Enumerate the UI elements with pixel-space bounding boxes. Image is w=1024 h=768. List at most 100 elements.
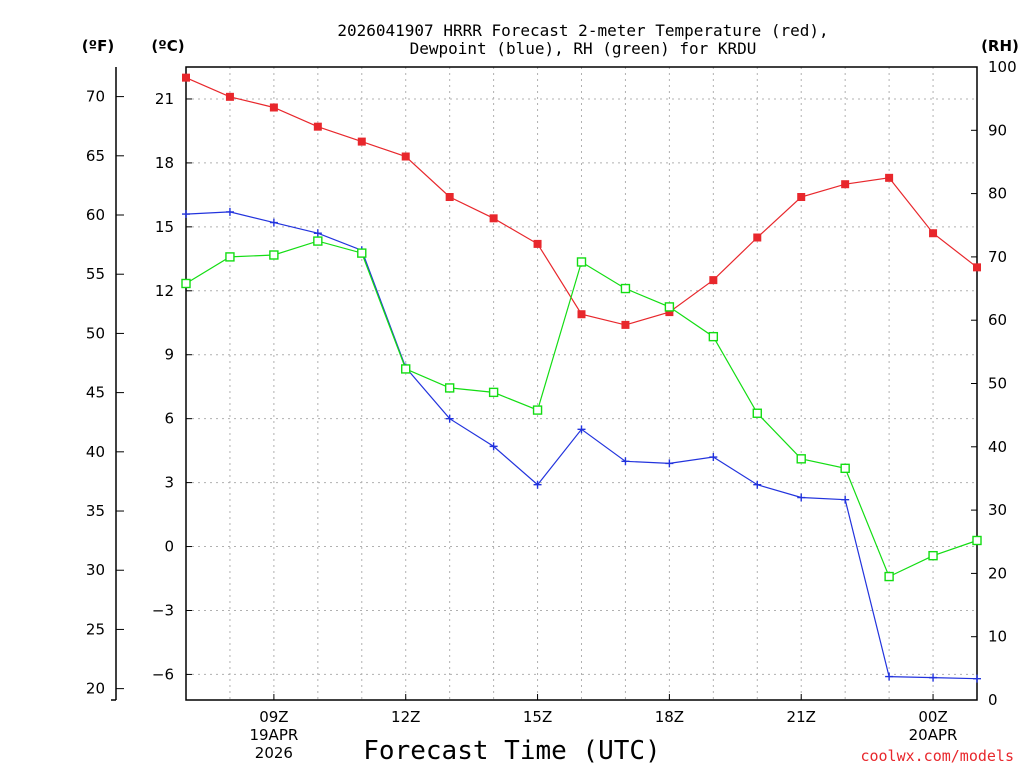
rh-point <box>884 571 894 582</box>
temperature-point <box>665 308 674 317</box>
temperature-series-line <box>185 77 978 326</box>
temperature-point <box>973 263 981 272</box>
dewpoint-point <box>269 218 278 227</box>
rh-point <box>225 252 235 262</box>
dewpoint-point <box>182 210 190 219</box>
rh-point <box>928 550 938 561</box>
temperature-point <box>709 276 718 285</box>
axes: 7065605550454035302520211815129630−3−610… <box>86 58 1017 762</box>
fahrenheit-tick-label: 40 <box>86 443 105 461</box>
temperature-point <box>489 214 498 223</box>
credit-text: coolwx.com/models <box>860 747 1014 765</box>
rh-tick-label: 90 <box>988 121 1007 139</box>
x-tick-label: 09Z <box>259 708 288 726</box>
rh-point <box>708 331 719 342</box>
temperature-point <box>797 193 806 202</box>
dewpoint-point <box>753 480 762 489</box>
temperature-point <box>357 137 366 146</box>
celsius-tick-label: 18 <box>155 154 174 172</box>
rh-tick-label: 10 <box>988 628 1007 646</box>
x-tick-label: 15Z <box>523 708 552 726</box>
x-tick-label: 18Z <box>655 708 684 726</box>
dewpoint-point <box>973 674 981 683</box>
fahrenheit-tick-label: 70 <box>86 88 105 106</box>
rh-tick-label: 100 <box>988 58 1017 76</box>
rh-tick-label: 50 <box>988 375 1007 393</box>
temperature-point <box>753 233 762 242</box>
x-tick-label: 12Z <box>391 708 420 726</box>
dewpoint-point <box>885 672 894 681</box>
dewpoint-point <box>929 673 938 682</box>
dewpoint-point <box>577 425 586 434</box>
rh-point <box>269 250 279 260</box>
celsius-tick-label: 0 <box>164 538 174 556</box>
temperature-point <box>533 239 542 248</box>
rh-point <box>972 535 982 546</box>
rh-point <box>576 257 587 267</box>
temperature-point <box>269 103 278 112</box>
temperature-point <box>885 173 894 182</box>
dewpoint-point <box>841 495 850 504</box>
plot-frame <box>185 66 978 701</box>
dewpoint-point <box>709 453 718 462</box>
rh-point <box>620 283 631 294</box>
temperature-point <box>445 193 454 202</box>
chart-title-line-1: 2026041907 HRRR Forecast 2-meter Tempera… <box>337 21 828 40</box>
x-tick-label: 2026 <box>255 744 293 762</box>
dewpoint-point <box>797 493 806 502</box>
rh-point <box>752 408 762 418</box>
celsius-tick-label: 12 <box>155 282 174 300</box>
celsius-tick-label: −3 <box>152 601 174 619</box>
celsius-tick-label: 9 <box>164 346 174 364</box>
x-tick-label: 20APR <box>909 726 958 744</box>
x-axis-label: Forecast Time (UTC) <box>363 736 660 766</box>
dewpoint-point <box>665 459 674 468</box>
x-tick-label: 00Z <box>918 708 947 726</box>
x-tick-label: 21Z <box>787 708 816 726</box>
fahrenheit-tick-label: 25 <box>86 620 105 638</box>
rh-point <box>532 405 543 415</box>
fahrenheit-tick-label: 20 <box>86 680 105 698</box>
celsius-tick-label: 3 <box>164 474 174 492</box>
rh-point <box>664 302 675 312</box>
chart-title-line-2: Dewpoint (blue), RH (green) for KRDU <box>410 39 757 58</box>
celsius-tick-label: 15 <box>155 218 174 236</box>
rh-tick-label: 60 <box>988 311 1007 329</box>
dewpoint-point <box>621 457 630 466</box>
rh-series-line <box>185 240 978 578</box>
rh-point <box>401 364 411 374</box>
dewpoint-point <box>313 229 322 238</box>
rh-point <box>313 236 323 246</box>
rh-tick-label: 20 <box>988 564 1007 582</box>
fahrenheit-unit-label: (ºF) <box>82 37 114 55</box>
grid <box>186 67 977 700</box>
fahrenheit-tick-label: 45 <box>86 384 105 402</box>
celsius-tick-label: −6 <box>152 665 174 683</box>
temperature-point <box>182 73 190 82</box>
fahrenheit-tick-label: 35 <box>86 502 105 520</box>
temperature-point <box>401 152 410 161</box>
rh-point <box>796 454 806 464</box>
rh-unit-label: (RH) <box>981 37 1019 55</box>
temperature-point <box>841 180 850 189</box>
dewpoint-point <box>489 442 498 451</box>
fahrenheit-tick-label: 60 <box>86 206 105 224</box>
temperature-point <box>621 320 630 329</box>
fahrenheit-tick-label: 50 <box>86 324 105 342</box>
fahrenheit-tick-label: 65 <box>86 147 105 165</box>
fahrenheit-tick-label: 30 <box>86 561 105 579</box>
dewpoint-point <box>445 414 454 423</box>
temperature-point <box>577 310 586 319</box>
fahrenheit-tick-label: 55 <box>86 265 105 283</box>
temperature-point <box>225 92 234 101</box>
temperature-point <box>313 122 322 131</box>
dewpoint-point <box>533 480 542 489</box>
rh-point <box>357 248 367 258</box>
rh-point <box>488 387 499 398</box>
rh-point <box>840 463 850 474</box>
rh-point <box>181 278 191 289</box>
rh-tick-label: 80 <box>988 185 1007 203</box>
rh-point <box>444 383 455 393</box>
celsius-unit-label: (ºC) <box>151 37 184 55</box>
